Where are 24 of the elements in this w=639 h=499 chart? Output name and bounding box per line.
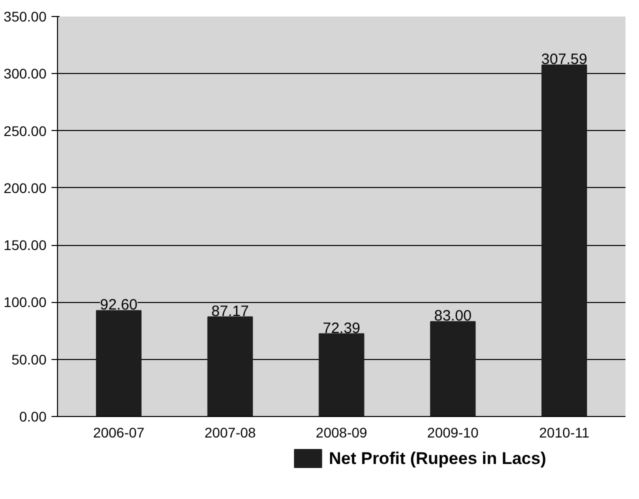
- x-tick-label: 2009-10: [427, 424, 479, 440]
- y-tick-label: 200.00: [4, 180, 47, 196]
- y-tick-label: 100.00: [4, 294, 47, 310]
- data-label: 83.00: [434, 308, 472, 325]
- y-tick-label: 300.00: [4, 66, 47, 82]
- y-tick-label: 0.00: [19, 408, 47, 424]
- bar: [430, 321, 476, 416]
- x-tick-label: 2010-11: [539, 424, 590, 440]
- bar: [207, 316, 253, 416]
- x-tick-label: 2006-07: [93, 424, 145, 440]
- bar: [96, 310, 142, 416]
- y-tick-label: 350.00: [4, 8, 47, 24]
- data-label: 72.39: [322, 320, 360, 337]
- y-tick-label: 150.00: [4, 237, 47, 254]
- y-tick-label: 250.00: [4, 122, 47, 139]
- x-tick-label: 2008-09: [316, 424, 368, 440]
- y-tick-label: 50.00: [11, 351, 47, 368]
- x-tick-label: 2007-08: [204, 424, 256, 440]
- data-label: 92.60: [100, 296, 138, 314]
- bar: [541, 64, 588, 416]
- bar: [318, 333, 364, 416]
- legend-label: Net Profit (Rupees in Lacs): [328, 449, 546, 468]
- data-label: 307.59: [541, 50, 588, 68]
- data-label: 87.17: [211, 302, 249, 320]
